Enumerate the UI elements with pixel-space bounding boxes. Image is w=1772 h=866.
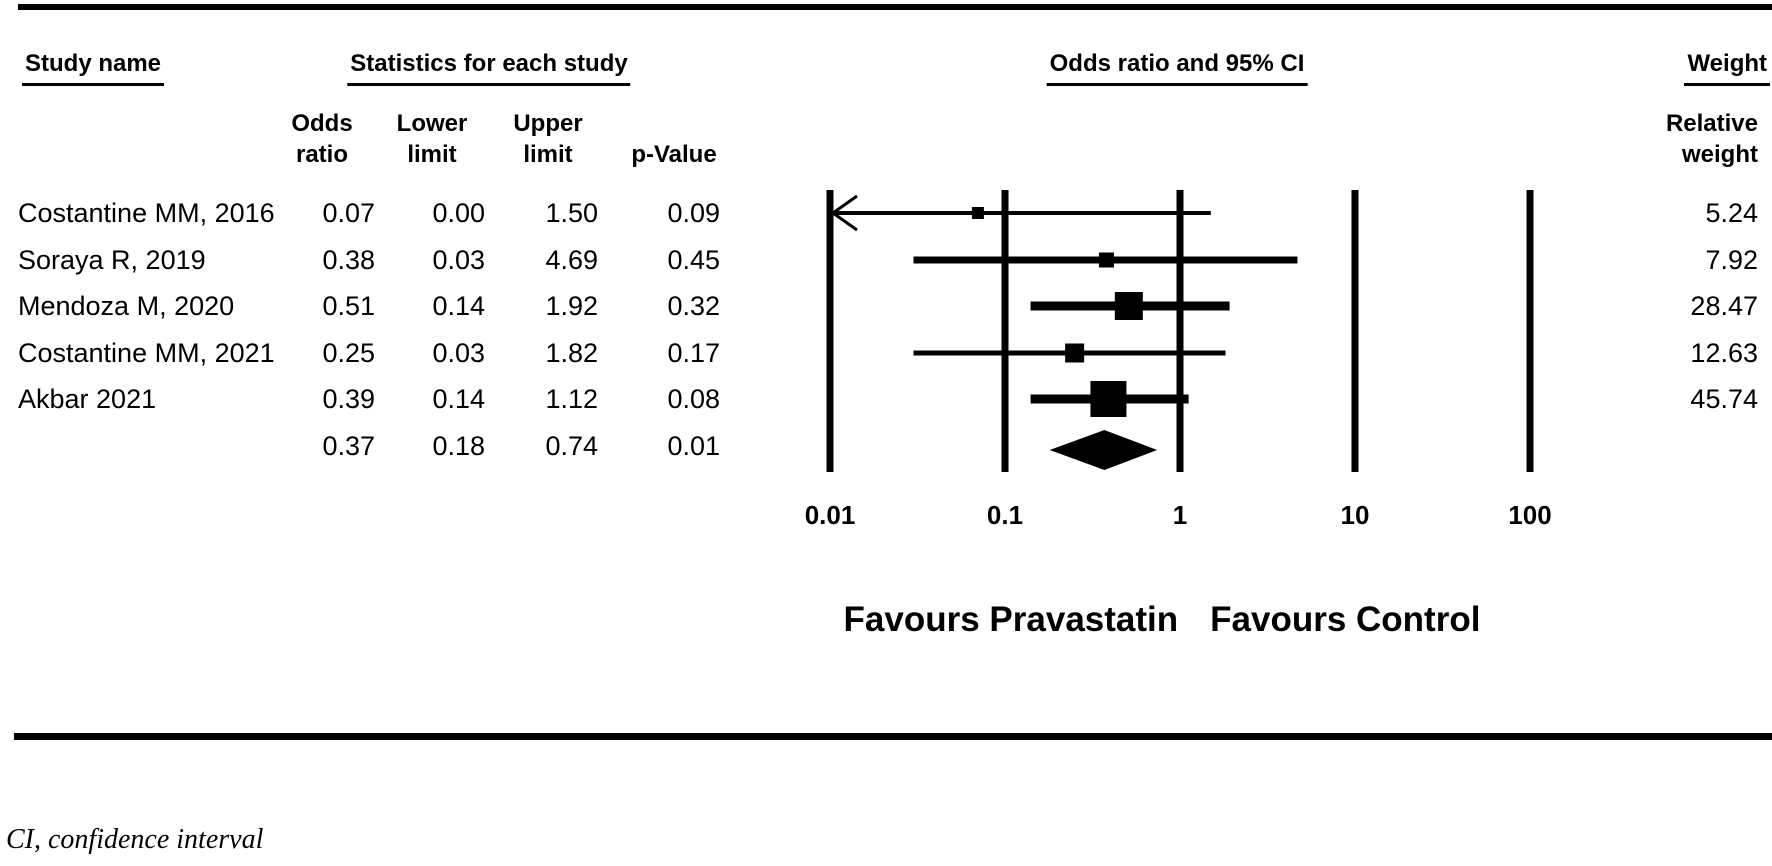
cell-p_value: 0.08: [667, 384, 720, 414]
header-statistics: Statistics for each study: [347, 50, 631, 86]
axis-tick-label: 100: [1508, 500, 1551, 530]
column-header-lower-limit-line1: Lower: [396, 110, 468, 137]
header-weight-label: Weight: [1684, 50, 1770, 86]
header-study-name-label: Study name: [22, 50, 165, 86]
axis-caption: Favours Pravastatin Favours Control: [844, 600, 1481, 640]
cell-upper_limit: 1.92: [545, 291, 598, 321]
cell-lower_limit: 0.03: [432, 338, 485, 368]
effect-size-square: [1098, 252, 1114, 268]
summary-upper_limit: 0.74: [545, 431, 598, 461]
table-row: Akbar 2021 0.39 0.14 1.12 0.08 45.74: [0, 383, 1772, 415]
footnote-ci-abbreviation: CI, confidence interval: [6, 824, 264, 855]
cell-upper_limit: 1.82: [545, 338, 598, 368]
cell-relative_weight: 5.24: [1705, 198, 1758, 228]
table-row: Mendoza M, 2020 0.51 0.14 1.92 0.32 28.47: [0, 290, 1772, 322]
top-rule: [18, 4, 1772, 10]
axis-caption-left: Favours Pravastatin: [843, 600, 1179, 639]
header-study-name: Study name: [22, 50, 165, 86]
cell-p_value: 0.45: [667, 245, 720, 275]
column-header-odds-ratio-line1: Odds: [291, 110, 353, 137]
header-or-ci: Odds ratio and 95% CI: [1046, 50, 1308, 86]
column-header-p-value: p-Value: [631, 141, 717, 168]
ci-arrowhead: [832, 211, 858, 232]
column-header-lower-limit: Lower limit: [372, 108, 492, 170]
column-header-upper-limit: Upper limit: [488, 108, 608, 170]
cell-p_value: 0.17: [667, 338, 720, 368]
cell-odds_ratio: 0.51: [322, 291, 375, 321]
cell-study: Costantine MM, 2016: [18, 198, 275, 228]
cell-relative_weight: 28.47: [1690, 291, 1758, 321]
column-header-upper-limit-line1: Upper: [513, 110, 583, 137]
cell-odds_ratio: 0.07: [322, 198, 375, 228]
column-header-lower-limit-line2: limit: [407, 141, 457, 168]
column-header-upper-limit-line2: limit: [523, 141, 573, 168]
axis-tick-label: 10: [1341, 500, 1370, 530]
cell-relative_weight: 7.92: [1705, 245, 1758, 275]
column-header-odds-ratio: Odds ratio: [262, 108, 382, 170]
ci-arrowhead: [832, 194, 858, 215]
header-weight: Weight: [1684, 50, 1770, 86]
cell-lower_limit: 0.03: [432, 245, 485, 275]
effect-size-square: [1090, 381, 1127, 417]
cell-upper_limit: 4.69: [545, 245, 598, 275]
column-header-relative-weight-line2: weight: [1682, 141, 1758, 168]
bottom-rule: [14, 733, 1772, 740]
cell-relative_weight: 45.74: [1690, 384, 1758, 414]
column-header-relative-weight: Relative weight: [1558, 108, 1758, 170]
cell-p_value: 0.32: [667, 291, 720, 321]
table-row: Soraya R, 2019 0.38 0.03 4.69 0.45 7.92: [0, 244, 1772, 276]
effect-size-square: [1114, 292, 1143, 320]
cell-study: Mendoza M, 2020: [18, 291, 235, 321]
cell-lower_limit: 0.14: [432, 384, 485, 414]
cell-odds_ratio: 0.38: [322, 245, 375, 275]
header-statistics-label: Statistics for each study: [347, 50, 631, 86]
cell-p_value: 0.09: [667, 198, 720, 228]
axis-tick-label: 0.01: [805, 500, 856, 530]
column-header-relative-weight-line1: Relative: [1665, 110, 1758, 137]
cell-upper_limit: 1.50: [545, 198, 598, 228]
summary-diamond: [1049, 430, 1158, 470]
cell-study: Akbar 2021: [18, 384, 157, 414]
summary-lower_limit: 0.18: [432, 431, 485, 461]
summary-row: 0.37 0.18 0.74 0.01: [0, 430, 1772, 462]
table-row: Costantine MM, 2021 0.25 0.03 1.82 0.17 12.63: [0, 337, 1772, 369]
header-or-ci-label: Odds ratio and 95% CI: [1046, 50, 1308, 86]
axis-tick-label: 1: [1173, 500, 1187, 530]
cell-lower_limit: 0.14: [432, 291, 485, 321]
axis-tick-label: 0.1: [987, 500, 1023, 530]
summary-p_value: 0.01: [667, 431, 720, 461]
summary-odds_ratio: 0.37: [322, 431, 375, 461]
cell-odds_ratio: 0.39: [322, 384, 375, 414]
cell-relative_weight: 12.63: [1690, 338, 1758, 368]
cell-odds_ratio: 0.25: [322, 338, 375, 368]
cell-lower_limit: 0.00: [432, 198, 485, 228]
cell-upper_limit: 1.12: [545, 384, 598, 414]
column-header-odds-ratio-line2: ratio: [295, 141, 348, 168]
axis-caption-right: Favours Control: [1210, 600, 1481, 639]
cell-study: Costantine MM, 2021: [18, 338, 275, 368]
cell-study: Soraya R, 2019: [18, 245, 206, 275]
effect-size-square: [971, 207, 984, 219]
effect-size-square: [1065, 343, 1085, 363]
table-row: Costantine MM, 2016 0.07 0.00 1.50 0.09 5.24: [0, 197, 1772, 229]
